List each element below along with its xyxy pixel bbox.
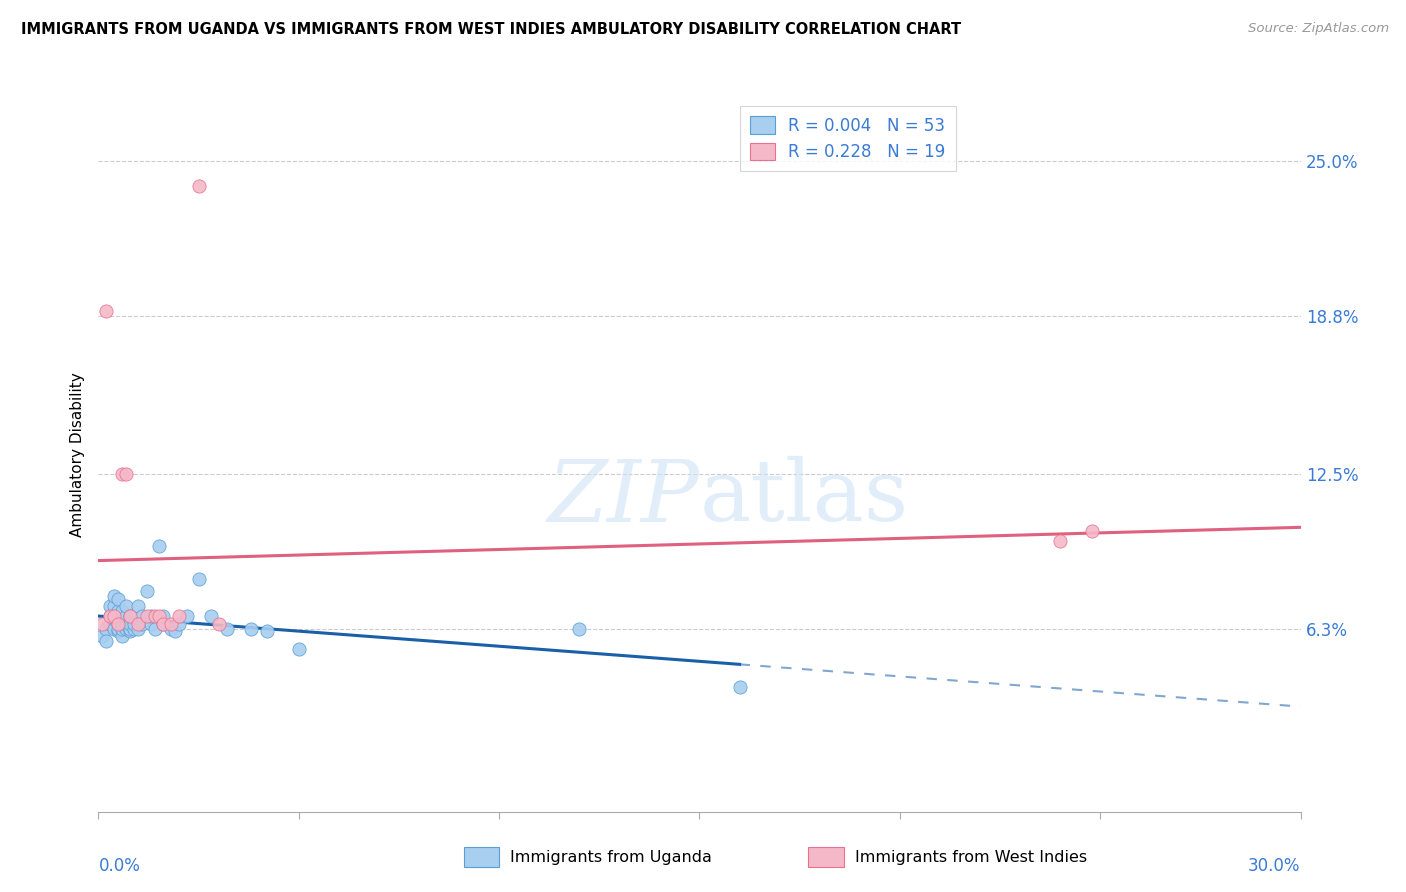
- Point: [120, 609, 142, 624]
- Point: [148, 609, 170, 624]
- Point: [187, 178, 209, 193]
- Point: [124, 622, 146, 636]
- Point: [139, 616, 162, 631]
- Text: 30.0%: 30.0%: [1249, 857, 1301, 875]
- Point: [103, 609, 125, 624]
- Point: [111, 630, 134, 644]
- Point: [111, 604, 134, 618]
- Point: [135, 609, 157, 624]
- Point: [107, 604, 129, 618]
- Point: [100, 616, 122, 631]
- Point: [120, 624, 142, 639]
- Point: [107, 591, 129, 606]
- Point: [107, 616, 129, 631]
- Point: [120, 616, 142, 631]
- Point: [152, 616, 174, 631]
- Point: [187, 572, 209, 586]
- Point: [167, 609, 190, 624]
- Text: Immigrants from Uganda: Immigrants from Uganda: [510, 850, 713, 864]
- Text: 0.0%: 0.0%: [98, 857, 141, 875]
- Point: [128, 622, 150, 636]
- Point: [135, 584, 157, 599]
- Point: [111, 467, 134, 481]
- Point: [100, 609, 122, 624]
- Point: [103, 622, 125, 636]
- Point: [128, 599, 150, 614]
- Point: [1049, 534, 1071, 549]
- Legend: R = 0.004   N = 53, R = 0.228   N = 19: R = 0.004 N = 53, R = 0.228 N = 19: [740, 106, 956, 171]
- Point: [115, 467, 138, 481]
- Point: [96, 634, 118, 648]
- Point: [128, 616, 150, 631]
- Point: [143, 622, 166, 636]
- Point: [131, 609, 153, 624]
- Point: [111, 622, 134, 636]
- Point: [120, 622, 142, 636]
- Text: IMMIGRANTS FROM UGANDA VS IMMIGRANTS FROM WEST INDIES AMBULATORY DISABILITY CORR: IMMIGRANTS FROM UGANDA VS IMMIGRANTS FRO…: [21, 22, 962, 37]
- Point: [176, 609, 198, 624]
- Point: [103, 599, 125, 614]
- Text: atlas: atlas: [700, 456, 908, 540]
- Point: [100, 599, 122, 614]
- Point: [152, 609, 174, 624]
- Point: [148, 539, 170, 553]
- Text: ZIP: ZIP: [547, 457, 700, 539]
- Point: [728, 680, 751, 694]
- Point: [107, 616, 129, 631]
- Y-axis label: Ambulatory Disability: Ambulatory Disability: [70, 373, 86, 537]
- Point: [107, 609, 129, 624]
- Point: [159, 616, 181, 631]
- Point: [96, 304, 118, 318]
- Point: [163, 624, 186, 639]
- Point: [1081, 524, 1104, 539]
- Point: [239, 622, 262, 636]
- Point: [115, 622, 138, 636]
- Point: [152, 616, 174, 631]
- Point: [91, 630, 114, 644]
- Point: [100, 609, 122, 624]
- Point: [103, 590, 125, 604]
- Point: [208, 616, 231, 631]
- Point: [215, 622, 238, 636]
- Point: [115, 609, 138, 624]
- Point: [200, 609, 222, 624]
- Point: [120, 609, 142, 624]
- Point: [288, 642, 311, 657]
- Point: [167, 616, 190, 631]
- Point: [96, 622, 118, 636]
- Point: [115, 599, 138, 614]
- Point: [107, 624, 129, 639]
- Point: [143, 609, 166, 624]
- Text: Immigrants from West Indies: Immigrants from West Indies: [855, 850, 1087, 864]
- Point: [107, 622, 129, 636]
- Point: [256, 624, 278, 639]
- Point: [124, 616, 146, 631]
- Point: [159, 622, 181, 636]
- Point: [568, 622, 591, 636]
- Point: [111, 616, 134, 631]
- Point: [91, 616, 114, 631]
- Point: [131, 616, 153, 631]
- Point: [103, 609, 125, 624]
- Text: Source: ZipAtlas.com: Source: ZipAtlas.com: [1249, 22, 1389, 36]
- Point: [115, 616, 138, 631]
- Point: [139, 609, 162, 624]
